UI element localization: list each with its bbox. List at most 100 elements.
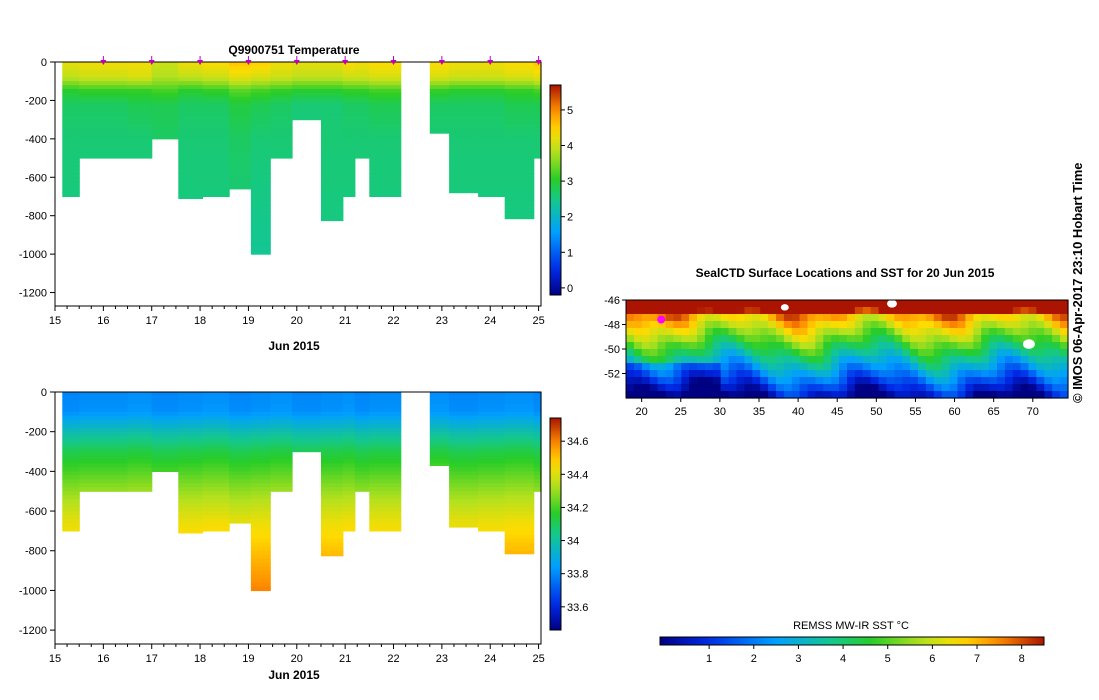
p2-cell [250,499,271,504]
p2-cell [342,503,356,508]
sst-cell [665,342,674,350]
sst-cell [776,370,785,378]
sst-cell [665,307,674,315]
sst-cell [760,314,769,322]
p1-cell [178,169,204,174]
sst-cell [933,363,943,371]
sst-cell [815,328,824,336]
p2-cell [321,511,344,516]
sst-cell [854,377,864,385]
p2-cell [449,483,479,488]
p1-cell [354,62,370,67]
p2-cell [504,407,535,413]
p2-cell [250,515,271,520]
p2-cell [342,392,356,397]
sst-cell [760,307,769,315]
p2-cell [321,407,344,413]
p2-cell [270,487,293,492]
sst-cell [870,307,880,315]
p1-cell [250,211,271,217]
sst-cell [1004,300,1014,308]
p1-cell [202,65,230,71]
sst-cell [657,321,667,329]
p1-cell [449,100,479,105]
sst-cell [768,391,777,399]
sst-cell [823,314,832,322]
p2-cell [229,463,252,468]
p2-cell [429,439,450,445]
p1-cell [504,123,535,128]
p1-cell [79,65,129,71]
sst-cell [712,342,722,350]
sst-cell [665,328,674,336]
sst-cell [831,363,840,371]
p2-cell [504,515,535,520]
sst-cell [704,342,714,350]
sst-cell [981,370,990,378]
p2-cell [229,443,252,449]
sst-cell [949,342,959,350]
p1-cell [504,100,535,105]
sst-cell [673,321,682,329]
p1-cell [354,104,370,109]
sst-cell [673,349,682,357]
p2-cell [79,451,129,457]
sst-cell [910,349,919,357]
p2-cell [62,392,80,397]
sst-cell [641,391,651,399]
p2-cell [369,467,402,472]
sst-cell [760,391,769,399]
p2-cell [429,427,450,433]
sst-cell [657,328,667,336]
sst-cell [918,328,927,336]
p2-cell [202,515,230,520]
p2-cell [321,491,344,496]
sst-cell [941,328,951,336]
p1-cell [250,154,271,159]
sst-cell [681,356,690,364]
p1-cell [354,77,370,82]
salinity-section-panel: 15 16 17 18 19 20 21 22 23 24 25 0-200-400-600-800… [19,387,589,682]
sst-cell [736,321,745,329]
sst-cell [1052,328,1061,336]
sst-cell [641,342,651,350]
p1-cell [229,69,252,75]
sst-cell [815,349,824,357]
p1-cell [178,150,204,155]
sst-cell [799,377,809,385]
p2-cell [250,459,271,465]
p2-y-tick-label: -600 [25,506,47,518]
sst-cell [957,342,966,350]
p2-cell [292,435,322,441]
sst-cell [736,342,745,350]
p1-cell [292,96,322,101]
p1-y-tick-label: -1200 [19,288,47,300]
sst-cell [989,363,998,371]
p2-cell [202,475,230,480]
p2-cell [270,435,293,441]
p1-cell [449,96,479,101]
p2-cell [429,399,450,405]
sst-cell [791,328,801,336]
p2-cell [342,475,356,480]
p2-cell [342,431,356,437]
p2-cell [342,423,356,429]
sst-cell [728,342,738,350]
profile-marker-arrow [342,60,349,65]
p2-cell [229,447,252,453]
p1-cell [354,85,370,90]
p1-cell [321,154,344,159]
p2-cell [151,399,179,405]
p1-cell [270,135,293,140]
p2-cell [62,396,80,401]
p1-cell [449,188,479,194]
p2-cell [504,423,535,429]
p1-cell [449,165,479,171]
p1-cell [62,165,80,171]
sst-cell [1036,370,1045,378]
sst-cell [1052,349,1061,357]
p1-cell [62,123,80,128]
p1-cell [342,127,356,132]
p1-cell [369,185,402,190]
p2-cell [250,471,271,476]
